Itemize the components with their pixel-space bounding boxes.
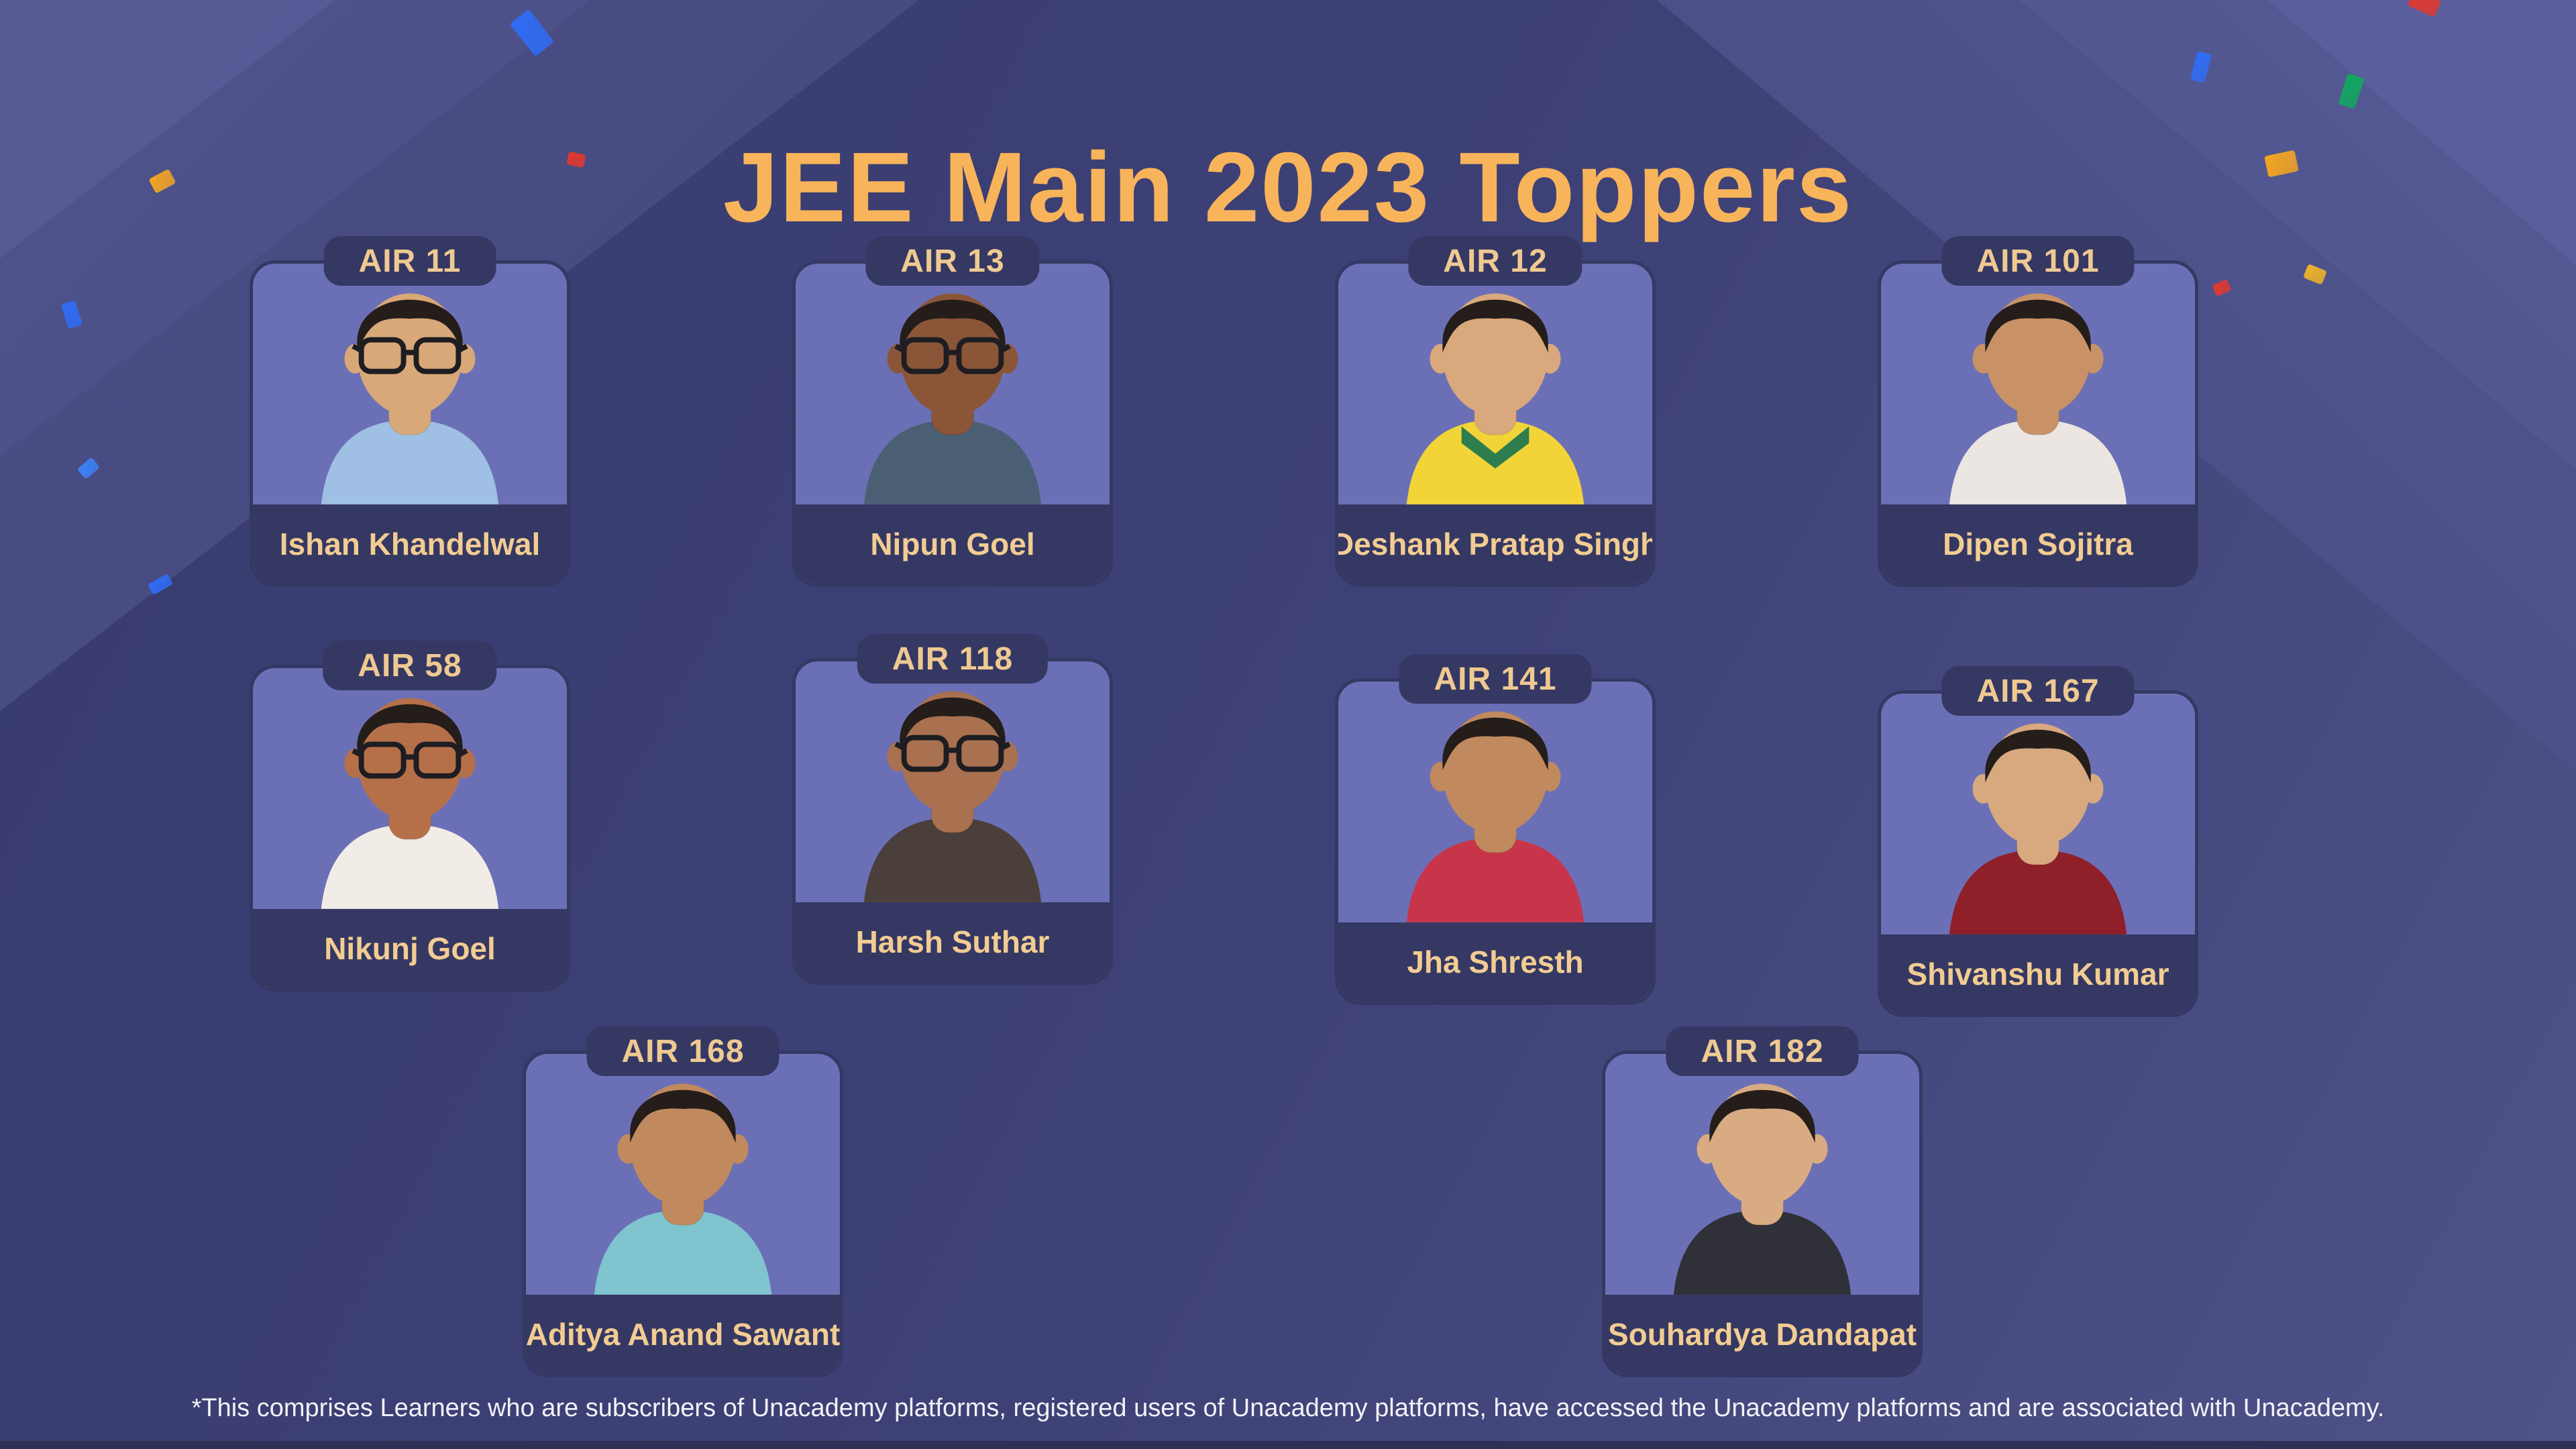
- student-name-label: Nikunj Goel: [324, 931, 496, 966]
- topper-card-body: Nipun Goel: [792, 260, 1113, 587]
- air-rank-label: AIR 101: [1976, 243, 2100, 279]
- student-name-label: Nipun Goel: [870, 527, 1035, 561]
- student-name-plate: Shivanshu Kumar: [1881, 934, 2195, 1014]
- confetti-piece-icon: [2338, 73, 2365, 109]
- air-rank-badge: AIR 167: [1941, 666, 2135, 716]
- air-rank-label: AIR 11: [358, 243, 462, 279]
- student-name-label: Jha Shresth: [1407, 945, 1584, 979]
- disclaimer-text: *This comprises Learners who are subscri…: [191, 1394, 2385, 1422]
- air-rank-badge: AIR 141: [1399, 654, 1592, 704]
- topper-row: AIR 58 Nikunj Goel AIR 118 Harsh S: [250, 634, 2198, 1017]
- male-student-portrait-icon: [1338, 264, 1652, 504]
- male-student-portrait-icon: [253, 668, 567, 909]
- air-rank-badge: AIR 182: [1666, 1026, 1859, 1076]
- air-rank-badge: AIR 168: [586, 1026, 780, 1076]
- topper-card: AIR 13 Nipun Goel: [792, 236, 1113, 587]
- confetti-piece-icon: [2212, 278, 2232, 297]
- topper-card-body: Jha Shresth: [1335, 678, 1656, 1005]
- student-name-plate: Harsh Suthar: [796, 902, 1110, 981]
- topper-card: AIR 58 Nikunj Goel: [250, 641, 570, 1017]
- male-student-portrait-icon: [1338, 682, 1652, 922]
- topper-card: AIR 168 Aditya Anand Sawant: [523, 1026, 843, 1377]
- student-name-label: Souhardya Dandapat: [1607, 1317, 1917, 1352]
- confetti-piece-icon: [2190, 50, 2212, 84]
- bottom-edge-strip: [0, 1441, 2576, 1449]
- student-name-plate: Jha Shresth: [1338, 922, 1652, 1002]
- topper-card-body: Aditya Anand Sawant: [523, 1051, 843, 1377]
- topper-card-body: Ishan Khandelwal: [250, 260, 570, 587]
- air-rank-label: AIR 13: [900, 243, 1005, 279]
- male-student-portrait-icon: [253, 264, 567, 504]
- student-name-label: Ishan Khandelwal: [279, 527, 541, 561]
- air-rank-label: AIR 141: [1434, 661, 1557, 697]
- air-rank-badge: AIR 12: [1408, 236, 1582, 286]
- air-rank-label: AIR 58: [358, 647, 462, 684]
- confetti-piece-icon: [2302, 264, 2328, 285]
- topper-card: AIR 101 Dipen Sojitra: [1878, 236, 2198, 587]
- male-student-portrait-icon: [796, 264, 1110, 504]
- male-student-portrait-icon: [796, 661, 1110, 902]
- air-rank-badge: AIR 118: [857, 634, 1049, 684]
- topper-row: AIR 11 Ishan Khandelwal AIR 13 Nip: [250, 236, 2198, 587]
- confetti-piece-icon: [2407, 0, 2442, 17]
- confetti-piece-icon: [147, 573, 174, 596]
- student-name-label: Deshank Pratap Singh: [1335, 527, 1656, 561]
- topper-card-body: Dipen Sojitra: [1878, 260, 2198, 587]
- confetti-piece-icon: [76, 457, 101, 480]
- topper-card: AIR 12 Deshank Pratap Singh: [1335, 236, 1656, 587]
- student-name-plate: Nikunj Goel: [253, 909, 567, 988]
- student-name-label: Shivanshu Kumar: [1907, 957, 2169, 991]
- air-rank-label: AIR 167: [1976, 673, 2100, 709]
- student-name-plate: Dipen Sojitra: [1881, 504, 2195, 584]
- topper-card: AIR 11 Ishan Khandelwal: [250, 236, 570, 587]
- male-student-portrait-icon: [1605, 1054, 1919, 1295]
- confetti-piece-icon: [60, 300, 83, 329]
- topper-card: AIR 141 Jha Shresth: [1335, 654, 1656, 1017]
- air-rank-label: AIR 12: [1443, 243, 1548, 279]
- male-student-portrait-icon: [1881, 694, 2195, 934]
- air-rank-label: AIR 118: [892, 641, 1014, 677]
- male-student-portrait-icon: [1881, 264, 2195, 504]
- student-name-plate: Souhardya Dandapat: [1605, 1295, 1919, 1374]
- air-rank-label: AIR 182: [1701, 1033, 1824, 1069]
- topper-card-body: Souhardya Dandapat: [1602, 1051, 1923, 1377]
- topper-row: AIR 168 Aditya Anand Sawant AIR 182 Souh…: [523, 1026, 1923, 1377]
- topper-card: AIR 118 Harsh Suthar: [792, 634, 1113, 1017]
- student-name-plate: Ishan Khandelwal: [253, 504, 567, 584]
- topper-card-body: Harsh Suthar: [792, 658, 1113, 985]
- student-name-label: Harsh Suthar: [855, 924, 1050, 959]
- confetti-piece-icon: [509, 9, 555, 57]
- page-title: JEE Main 2023 Toppers: [722, 132, 1854, 244]
- topper-card-body: Shivanshu Kumar: [1878, 690, 2198, 1017]
- student-name-plate: Deshank Pratap Singh: [1338, 504, 1652, 584]
- male-student-portrait-icon: [526, 1054, 840, 1295]
- topper-card: AIR 182 Souhardya Dandapat: [1602, 1026, 1923, 1377]
- student-name-plate: Aditya Anand Sawant: [526, 1295, 840, 1374]
- topper-card-body: Nikunj Goel: [250, 665, 570, 991]
- air-rank-badge: AIR 58: [323, 641, 497, 690]
- student-name-label: Dipen Sojitra: [1943, 527, 2133, 561]
- topper-card: AIR 167 Shivanshu Kumar: [1878, 666, 2198, 1017]
- student-name-label: Aditya Anand Sawant: [525, 1317, 841, 1352]
- air-rank-label: AIR 168: [621, 1033, 745, 1069]
- topper-card-body: Deshank Pratap Singh: [1335, 260, 1656, 587]
- student-name-plate: Nipun Goel: [796, 504, 1110, 584]
